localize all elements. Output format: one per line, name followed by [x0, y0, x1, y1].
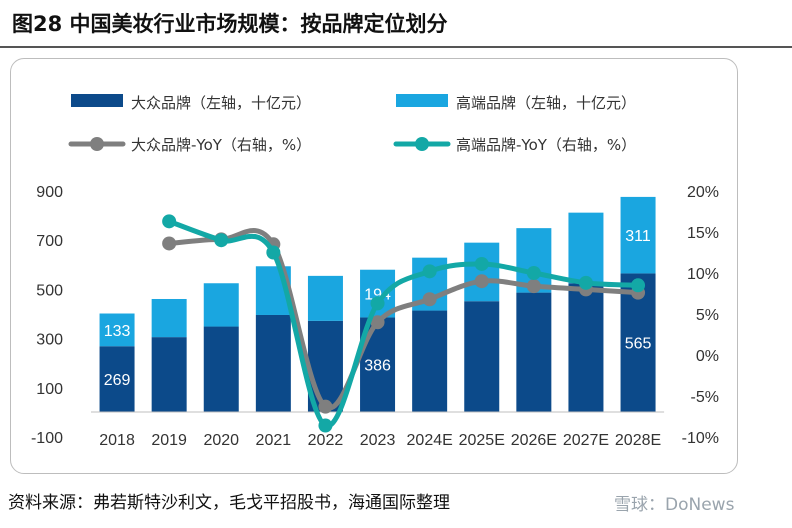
legend-premium-yoy-label: 高端品牌-YoY（右轴，%） — [456, 136, 636, 154]
title-divider — [0, 46, 792, 48]
bar-data-label: 269 — [104, 372, 131, 389]
premium-yoy-point — [526, 266, 541, 280]
left-axis-tick-label: 700 — [36, 233, 63, 250]
legend-premium-brand-label: 高端品牌（左轴，十亿元） — [456, 94, 636, 112]
x-axis-tick-label: 2021 — [256, 432, 292, 449]
mass-yoy-point — [422, 292, 437, 307]
chart-panel: -100 100 300 500 700 900 -10% -5% 0% 5% 10% 15% 20% 2… — [10, 58, 738, 474]
legend-premium-yoy-marker — [415, 137, 429, 151]
bar-premium-brand — [203, 283, 239, 327]
mass-yoy-point — [474, 274, 489, 289]
figure-title: 图28 中国美妆行业市场规模：按品牌定位划分 — [12, 12, 448, 36]
x-axis-tick-label: 2025E — [459, 432, 505, 449]
bar-premium-brand — [307, 275, 343, 321]
bar-premium-brand — [464, 242, 500, 302]
left-axis-tick-label: 300 — [36, 332, 63, 349]
bar-data-label: 565 — [625, 336, 652, 353]
x-axis-tick-label: 2026E — [511, 432, 557, 449]
premium-yoy-point — [370, 296, 385, 311]
legend-premium-brand-swatch — [396, 94, 448, 107]
premium-yoy-point — [631, 278, 646, 293]
right-axis-tick-label: -10% — [682, 430, 719, 447]
left-axis-tick-label: 100 — [36, 381, 63, 398]
x-axis-tick-label: 2020 — [203, 432, 239, 449]
bar-premium-brand — [151, 298, 187, 338]
mass-yoy-point — [370, 315, 385, 330]
right-axis-tick-label: -5% — [691, 389, 719, 406]
bar-data-label: 133 — [104, 323, 131, 340]
source-note: 资料来源：弗若斯特沙利文，毛戈平招股书，海通国际整理 — [8, 493, 450, 513]
bar-mass-brand — [412, 310, 448, 412]
bar-data-label: 386 — [364, 358, 391, 375]
legend-mass-yoy-label: 大众品牌-YoY（右轴，%） — [131, 136, 311, 154]
premium-yoy-point — [318, 418, 333, 433]
bar-data-label: 194 — [364, 287, 391, 304]
premium-yoy-line — [166, 218, 641, 429]
bar-premium-brand — [620, 196, 656, 274]
mass-yoy-line — [166, 228, 641, 411]
mass-yoy-point — [162, 236, 177, 251]
bar-mass-brand — [151, 337, 187, 412]
bar-mass-brand — [516, 292, 552, 412]
legend-mass-brand-swatch — [71, 94, 123, 107]
bar-premium-brand — [568, 212, 604, 284]
bar-mass-brand — [203, 326, 239, 412]
left-axis-tick-label: 900 — [36, 184, 63, 201]
left-axis-tick-label: 500 — [36, 282, 63, 299]
mass-yoy-point — [318, 399, 333, 414]
premium-yoy-point — [578, 275, 593, 290]
bar-mass-brand — [568, 283, 604, 412]
right-axis-tick-label: 20% — [687, 184, 719, 201]
legend-mass-yoy-marker — [90, 137, 104, 151]
market-size-chart: -100 100 300 500 700 900 -10% -5% 0% 5% 10% 15% 20% 2… — [31, 94, 719, 449]
right-axis-tick-label: 5% — [696, 307, 719, 324]
bar-data-label: 311 — [625, 228, 651, 245]
bar-mass-brand — [255, 314, 291, 412]
left-axis-tick-label: -100 — [31, 430, 63, 447]
bar-mass-brand — [99, 346, 135, 412]
x-axis-tick-label: 2027E — [563, 432, 609, 449]
legend-mass-brand-label: 大众品牌（左轴，十亿元） — [131, 94, 311, 112]
bar-mass-brand — [464, 301, 500, 412]
x-axis-tick-label: 2019 — [151, 432, 187, 449]
bar-premium-brand — [99, 313, 135, 347]
right-axis-tick-label: 0% — [696, 348, 719, 365]
watermark-text: 雪球：DoNews — [614, 495, 735, 515]
x-axis-tick-label: 2018 — [99, 432, 135, 449]
x-axis-tick-label: 2024E — [407, 432, 453, 449]
premium-yoy-point — [266, 245, 281, 260]
premium-yoy-point — [422, 264, 437, 279]
right-axis-tick-label: 10% — [687, 266, 719, 283]
x-axis-tick-label: 2022 — [308, 432, 344, 449]
x-axis-tick-label: 2028E — [615, 432, 661, 449]
mass-yoy-point — [526, 279, 541, 294]
premium-yoy-point — [214, 233, 229, 248]
premium-yoy-point — [474, 256, 489, 271]
x-axis-tick-label: 2023 — [360, 432, 396, 449]
premium-yoy-point — [162, 214, 177, 229]
right-axis-tick-label: 15% — [687, 225, 719, 242]
